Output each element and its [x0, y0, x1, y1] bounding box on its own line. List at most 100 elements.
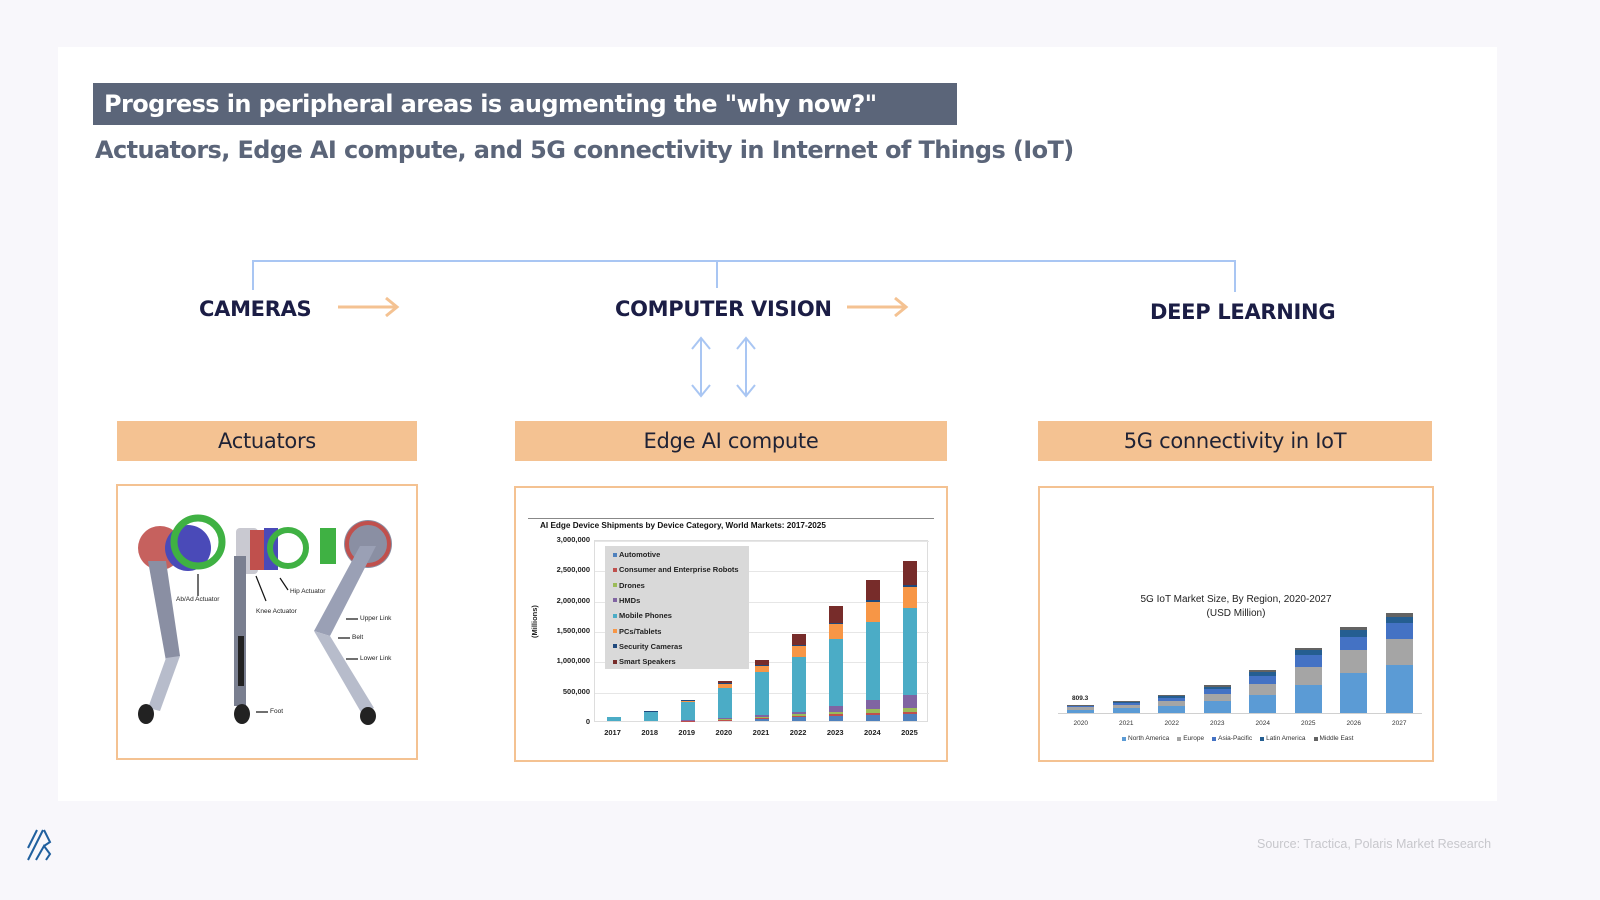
- legend-label: Automotive: [619, 550, 661, 559]
- legend-swatch: [613, 583, 617, 588]
- edge-ai-shipments-chart: AI Edge Device Shipments by Device Categ…: [516, 488, 946, 760]
- flow-item-deep-learning: DEEP LEARNING: [1150, 300, 1336, 324]
- y-tick-label: 0: [585, 717, 590, 726]
- bar-segment: [866, 602, 881, 623]
- bar-segment: [829, 716, 844, 721]
- bar-segment: [829, 705, 844, 712]
- bar-segment: [903, 694, 918, 709]
- bar-segment: [717, 719, 732, 720]
- legend-item: Drones: [613, 581, 645, 590]
- bar-segment: [1067, 704, 1095, 706]
- x-tick-label: 2017: [604, 728, 621, 737]
- flow-item-computer-vision: COMPUTER VISION: [615, 297, 832, 321]
- bar-segment: [903, 711, 918, 715]
- bar-segment: [1158, 697, 1186, 701]
- section-header-actuators: Actuators: [117, 421, 417, 461]
- bar-segment: [717, 687, 732, 718]
- bar-segment: [903, 584, 918, 587]
- legend-item: Smart Speakers: [613, 657, 676, 666]
- source-note: Source: Tractica, Polaris Market Researc…: [1257, 837, 1492, 851]
- x-tick-label: 2024: [863, 728, 881, 737]
- bar-segment: [829, 624, 844, 639]
- bar-segment: [1067, 705, 1095, 706]
- bar-segment: [1340, 626, 1368, 630]
- bar-segment: [866, 579, 881, 601]
- bar-segment: [903, 708, 918, 712]
- x-tick-label: 2020: [1073, 720, 1088, 727]
- y-tick-label: 1,500,000: [556, 626, 590, 635]
- bar-segment: [866, 700, 881, 710]
- bar-segment: [903, 561, 918, 585]
- bar-segment: [866, 600, 881, 603]
- x-tick-label: 2019: [678, 728, 696, 737]
- bar-segment: [717, 682, 732, 684]
- bar-segment: [792, 711, 807, 715]
- bar-segment: [1067, 707, 1095, 710]
- 5g-chart-plot-area: [1058, 608, 1422, 714]
- legend-swatch: [613, 598, 617, 603]
- legend-item: Asia-Pacific: [1212, 735, 1252, 742]
- bar-segment: [755, 672, 769, 715]
- label-foot: Foot: [270, 708, 284, 715]
- label-abad-actuator: Ab/Ad Actuator: [176, 596, 220, 603]
- legend-label: Mobile Phones: [619, 611, 672, 621]
- bar-segment: [680, 702, 695, 720]
- slide-title: Progress in peripheral areas is augmenti…: [93, 83, 957, 125]
- bar-segment: [1158, 705, 1186, 713]
- 5g-chart-legend: North America Europe Asia-Pacific Latin Ame…: [1122, 735, 1353, 742]
- x-tick-label: 2021: [1119, 720, 1134, 727]
- y-tick-label: 2,500,000: [556, 565, 590, 575]
- bar-segment: [1158, 696, 1186, 698]
- section-header-5g-iot: 5G connectivity in IoT: [1038, 421, 1432, 461]
- bar-segment: [755, 665, 769, 666]
- bar-segment: [755, 717, 769, 719]
- bar-segment: [1249, 675, 1277, 684]
- legend-label: Smart Speakers: [619, 657, 676, 667]
- bar-segment: [755, 659, 769, 666]
- bar-segment: [1203, 685, 1231, 687]
- bar-segment: [1294, 650, 1322, 656]
- x-tick-label: 2025: [1301, 720, 1316, 727]
- edge-chart-title: AI Edge Device Shipments by Device Categ…: [540, 521, 826, 530]
- bar-segment: [792, 716, 807, 718]
- x-tick-label: 2018: [641, 728, 658, 737]
- bar-segment: [1385, 613, 1413, 617]
- legend-item: Consumer and Enterprise Robots: [613, 565, 739, 574]
- x-tick-label: 2027: [1392, 720, 1407, 727]
- x-tick-label: 2023: [1210, 720, 1225, 727]
- legend-swatch: [613, 659, 617, 664]
- slide-subtitle: Actuators, Edge AI compute, and 5G conne…: [95, 136, 1074, 164]
- bar-segment: [1340, 650, 1368, 674]
- bar-segment: [866, 709, 881, 713]
- bar-segment: [1067, 709, 1095, 713]
- bar-segment: [1249, 695, 1277, 713]
- bar-segment: [1385, 623, 1413, 639]
- bar-segment: [1112, 700, 1140, 702]
- legend-item: HMDs: [613, 596, 640, 605]
- label-hip-actuator: Hip Actuator: [290, 588, 326, 595]
- bar-segment: [1203, 689, 1231, 695]
- bar-segment: [792, 714, 807, 717]
- robot-leg-illustration: [138, 514, 392, 725]
- bar-segment: [792, 717, 807, 721]
- bar-segment: [792, 645, 807, 657]
- legend-label: Middle East: [1319, 735, 1354, 742]
- gridline: [595, 632, 929, 633]
- bar-segment: [792, 633, 807, 645]
- legend-swatch: [613, 552, 617, 557]
- bar-segment: [1203, 686, 1231, 690]
- legend-swatch: [613, 629, 617, 633]
- legend-item: PCs/Tablets: [613, 627, 661, 636]
- bar-segment: [792, 657, 807, 712]
- bar-segment: [829, 711, 844, 715]
- x-tick-label: 2026: [1346, 720, 1361, 727]
- bar-segment: [1112, 701, 1140, 703]
- legend-swatch: [613, 644, 617, 649]
- label-lower-link: Lower Link: [360, 655, 392, 662]
- x-tick-label: 2024: [1255, 720, 1270, 727]
- y-tick-label: 1,000,000: [556, 656, 590, 666]
- x-tick-label: 2022: [1164, 720, 1179, 727]
- 5g-chart-title: 5G IoT Market Size, By Region, 2020-2027: [1140, 594, 1332, 605]
- company-logo-icon: [26, 828, 52, 867]
- 5g-chart-subtitle: (USD Million): [1206, 608, 1266, 619]
